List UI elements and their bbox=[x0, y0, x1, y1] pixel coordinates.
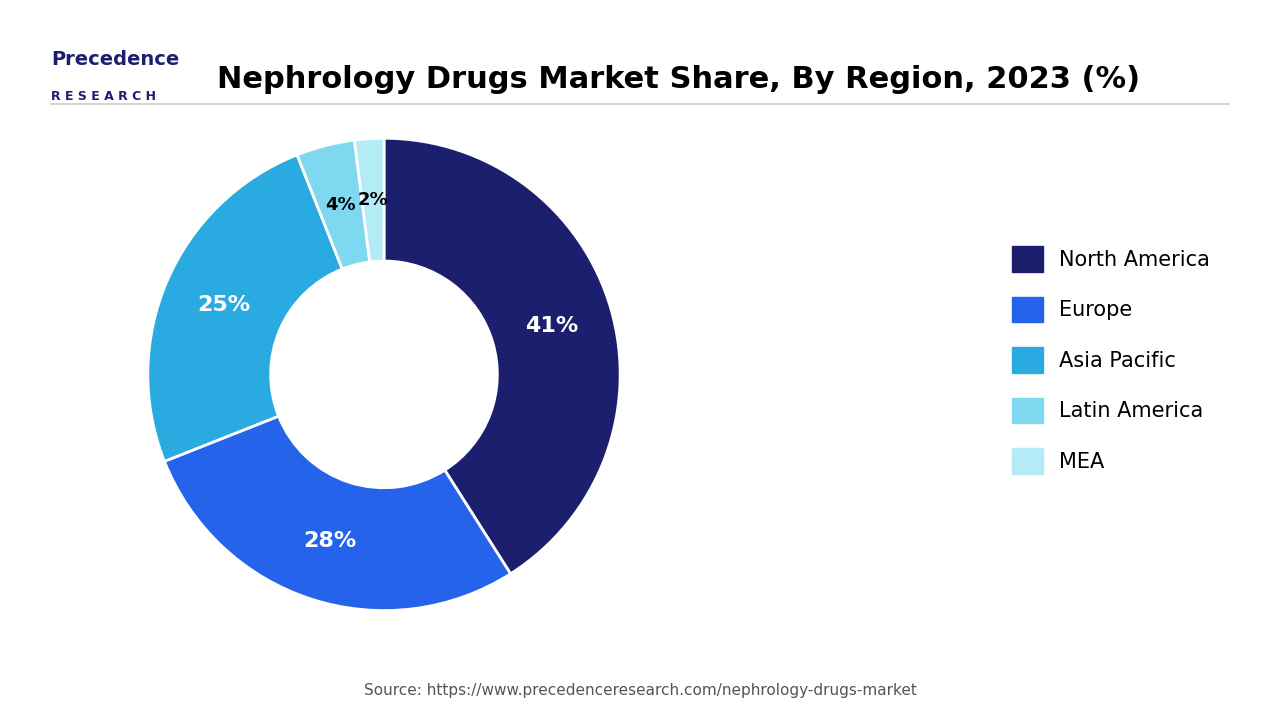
Wedge shape bbox=[148, 155, 342, 462]
Text: Precedence: Precedence bbox=[51, 50, 179, 69]
Text: Nephrology Drugs Market Share, By Region, 2023 (%): Nephrology Drugs Market Share, By Region… bbox=[216, 65, 1140, 94]
Text: 4%: 4% bbox=[325, 196, 356, 214]
Wedge shape bbox=[355, 138, 384, 262]
Text: R E S E A R C H: R E S E A R C H bbox=[51, 90, 156, 103]
Text: 25%: 25% bbox=[197, 295, 250, 315]
Legend: North America, Europe, Asia Pacific, Latin America, MEA: North America, Europe, Asia Pacific, Lat… bbox=[991, 225, 1231, 495]
Text: 41%: 41% bbox=[525, 315, 579, 336]
Text: Source: https://www.precedenceresearch.com/nephrology-drugs-market: Source: https://www.precedenceresearch.c… bbox=[364, 683, 916, 698]
Wedge shape bbox=[297, 140, 370, 269]
Text: 2%: 2% bbox=[357, 191, 388, 209]
Wedge shape bbox=[384, 138, 620, 574]
Wedge shape bbox=[164, 416, 511, 611]
Text: 28%: 28% bbox=[303, 531, 357, 551]
